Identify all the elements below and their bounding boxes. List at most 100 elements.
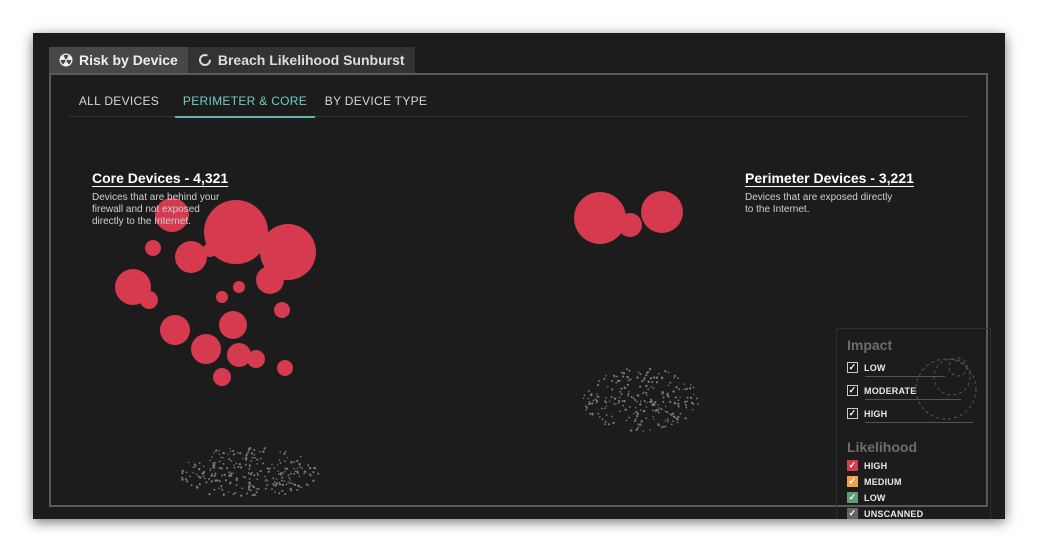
- unscanned-dot: [190, 484, 193, 487]
- subtab-perimeter-core[interactable]: PERIMETER & CORE: [175, 94, 315, 118]
- unscanned-dot: [317, 472, 320, 475]
- unscanned-dot: [230, 460, 233, 462]
- unscanned-dot: [211, 473, 213, 475]
- core-bubble-high[interactable]: [191, 334, 221, 364]
- unscanned-dot: [312, 467, 315, 469]
- unscanned-dot: [667, 395, 670, 398]
- unscanned-dot: [229, 481, 232, 484]
- unscanned-dot: [673, 377, 675, 379]
- unscanned-dot: [666, 418, 669, 421]
- unscanned-dot: [283, 452, 286, 455]
- core-bubble-high[interactable]: [233, 281, 245, 293]
- unscanned-dot: [607, 386, 609, 388]
- unscanned-dot: [649, 398, 653, 401]
- subtab-by-device-type[interactable]: BY DEVICE TYPE: [324, 94, 428, 108]
- impact-high-line: [865, 422, 973, 423]
- unscanned-dot: [615, 403, 617, 405]
- unscanned-dot: [684, 403, 687, 406]
- perimeter-desc-line: Devices that are exposed directly: [745, 192, 893, 203]
- core-bubble-high[interactable]: [160, 315, 190, 345]
- unscanned-dot: [240, 494, 243, 497]
- unscanned-dot: [657, 404, 659, 406]
- unscanned-dot: [637, 371, 640, 374]
- radiation-icon: [59, 53, 73, 67]
- likelihood-filter-medium[interactable]: ✓ MEDIUM: [847, 476, 902, 487]
- unscanned-dot: [594, 398, 597, 401]
- core-bubble-high[interactable]: [145, 240, 161, 256]
- unscanned-dot: [257, 487, 260, 490]
- subtab-all-devices[interactable]: ALL DEVICES: [78, 94, 160, 108]
- core-bubble-high[interactable]: [256, 266, 284, 294]
- unscanned-dot: [224, 479, 228, 482]
- unscanned-dot: [234, 491, 237, 494]
- impact-filter-high[interactable]: ✓ HIGH: [847, 408, 887, 419]
- unscanned-dot: [639, 423, 642, 426]
- unscanned-dot: [293, 468, 295, 470]
- core-bubble-high[interactable]: [140, 291, 158, 309]
- unscanned-dot: [661, 392, 664, 395]
- unscanned-dot: [235, 462, 238, 465]
- unscanned-dot: [277, 470, 279, 473]
- core-bubble-high[interactable]: [247, 350, 265, 368]
- unscanned-dot: [201, 472, 204, 475]
- core-bubble-high[interactable]: [175, 241, 207, 273]
- core-bubble-high[interactable]: [618, 213, 642, 237]
- unscanned-dot: [232, 472, 234, 475]
- core-bubble-high[interactable]: [204, 200, 268, 264]
- unscanned-dot: [298, 485, 301, 488]
- unscanned-dot: [251, 456, 254, 459]
- unscanned-dot: [218, 453, 221, 455]
- unscanned-dot: [596, 395, 599, 398]
- unscanned-dot: [267, 470, 271, 473]
- unscanned-dot: [692, 386, 695, 389]
- unscanned-dot: [671, 412, 675, 415]
- unscanned-dot: [232, 449, 235, 452]
- likelihood-filter-high[interactable]: ✓ HIGH: [847, 460, 887, 471]
- core-bubble-high[interactable]: [155, 198, 189, 232]
- unscanned-dot: [233, 466, 236, 469]
- unscanned-dot: [280, 479, 283, 482]
- unscanned-dot: [192, 466, 195, 469]
- unscanned-dot: [253, 453, 256, 456]
- likelihood-medium-label: MEDIUM: [864, 476, 902, 487]
- core-bubble-high[interactable]: [277, 360, 293, 376]
- core-bubble-high[interactable]: [203, 243, 217, 257]
- unscanned-dot: [262, 462, 265, 465]
- core-bubble-high[interactable]: [213, 368, 231, 386]
- core-bubble-high[interactable]: [219, 311, 247, 339]
- unscanned-dot: [584, 405, 587, 408]
- impact-filter-moderate[interactable]: ✓ MODERATE: [847, 385, 916, 396]
- unscanned-dot: [585, 409, 587, 411]
- unscanned-dot: [673, 416, 676, 419]
- unscanned-dot: [667, 371, 670, 374]
- tab-breach-likelihood-sunburst[interactable]: Breach Likelihood Sunburst: [187, 47, 415, 73]
- core-bubble-high[interactable]: [260, 224, 316, 280]
- unscanned-dot: [591, 413, 594, 416]
- likelihood-filter-unscanned[interactable]: ✓ UNSCANNED: [847, 508, 923, 519]
- unscanned-dot: [592, 399, 595, 402]
- unscanned-dot: [264, 479, 267, 482]
- core-bubble-high[interactable]: [641, 191, 683, 233]
- unscanned-dot: [250, 460, 252, 462]
- impact-high-label: HIGH: [864, 408, 888, 419]
- unscanned-dot: [626, 383, 630, 386]
- unscanned-dot: [655, 376, 659, 379]
- unscanned-dot: [278, 492, 281, 495]
- tab-risk-by-device[interactable]: Risk by Device: [49, 47, 188, 73]
- unscanned-dot: [664, 425, 667, 428]
- unscanned-dot: [628, 406, 631, 408]
- unscanned-dot: [181, 476, 184, 479]
- core-bubble-high[interactable]: [574, 192, 626, 244]
- unscanned-dot: [213, 474, 216, 477]
- unscanned-dot: [684, 400, 687, 403]
- unscanned-dot: [655, 381, 659, 384]
- core-bubble-high[interactable]: [216, 291, 228, 303]
- core-bubble-high[interactable]: [274, 302, 290, 318]
- check-icon: ✓: [847, 385, 858, 396]
- likelihood-filter-low[interactable]: ✓ LOW: [847, 492, 886, 503]
- impact-filter-low[interactable]: ✓ LOW: [847, 362, 886, 373]
- unscanned-dot: [611, 388, 614, 391]
- core-high-bubbles: [115, 191, 683, 386]
- unscanned-dot: [239, 466, 243, 469]
- core-bubble-high[interactable]: [227, 343, 251, 367]
